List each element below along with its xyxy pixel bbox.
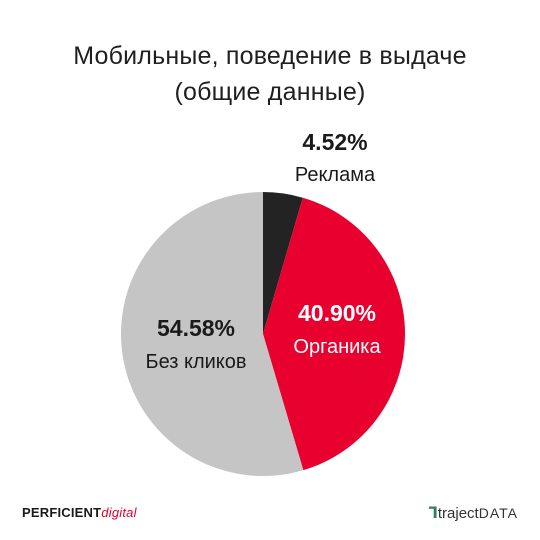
pie-slice-bez-klikov (121, 191, 304, 476)
chart-title: Мобильные, поведение в выдаче (общие дан… (0, 38, 540, 110)
data-label-name-organika: Органика (293, 336, 381, 358)
perficient-logo-main: PERFICIENT (22, 505, 102, 520)
data-label-name-bez-klikov: Без кликов (145, 351, 246, 373)
trajectdata-logo-suffix: DATA (478, 505, 518, 521)
data-label-value-bez-klikov: 54.58% (157, 315, 235, 341)
data-label-value-organika: 40.90% (298, 300, 376, 326)
data-label-value-reklama: 4.52% (302, 129, 367, 155)
data-label-name-reklama: Реклама (295, 164, 376, 186)
pie-slice-reklama (263, 192, 303, 334)
pie-slice-organika (263, 197, 406, 471)
chart-title-line-1: Мобильные, поведение в выдаче (73, 42, 467, 70)
perficient-digital-logo: PERFICIENTdigital (22, 505, 137, 520)
trajectdata-logo-mark: ᒣ (428, 505, 438, 522)
chart-title-line-2: (общие данные) (174, 78, 366, 106)
perficient-logo-accent: digital (101, 505, 137, 520)
trajectdata-logo-word: traject (437, 505, 479, 522)
trajectdata-logo: ᒣtrajectDATA (428, 504, 518, 522)
